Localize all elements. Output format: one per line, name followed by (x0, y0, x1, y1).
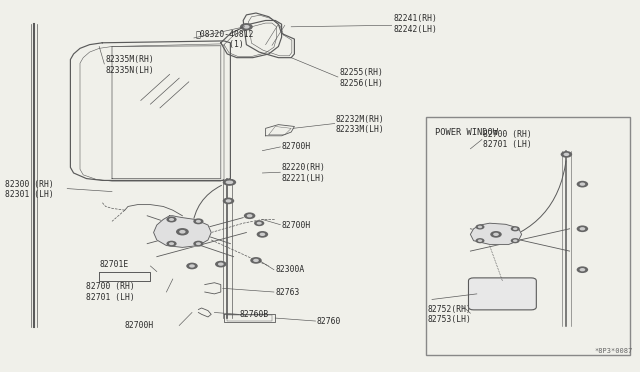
Circle shape (226, 181, 232, 184)
Text: 82700H: 82700H (125, 321, 154, 330)
Circle shape (257, 231, 268, 238)
Text: 82241(RH)
82242(LH): 82241(RH) 82242(LH) (394, 15, 438, 34)
Circle shape (223, 198, 234, 204)
Circle shape (477, 225, 483, 228)
Circle shape (169, 242, 174, 245)
Circle shape (166, 217, 177, 222)
Circle shape (169, 218, 174, 221)
Text: 82220(RH)
82221(LH): 82220(RH) 82221(LH) (282, 163, 326, 183)
Circle shape (513, 240, 518, 242)
Text: 82700H: 82700H (282, 221, 311, 230)
Circle shape (215, 261, 227, 267)
Circle shape (250, 257, 262, 264)
Text: 82760B: 82760B (240, 310, 269, 319)
Bar (426, 117, 630, 355)
Text: 82701E: 82701E (99, 260, 129, 269)
Circle shape (493, 233, 499, 236)
Circle shape (580, 227, 585, 231)
Text: 82700H: 82700H (282, 142, 311, 151)
Circle shape (580, 268, 585, 272)
Circle shape (257, 222, 262, 225)
Text: 82335M(RH)
82335N(LH): 82335M(RH) 82335N(LH) (106, 55, 154, 75)
Circle shape (476, 224, 484, 230)
Circle shape (577, 266, 588, 273)
Circle shape (577, 225, 588, 232)
Text: 82300A: 82300A (275, 265, 305, 274)
Text: 82700 (RH)
82701 (LH): 82700 (RH) 82701 (LH) (483, 130, 532, 149)
Circle shape (564, 153, 570, 156)
Circle shape (580, 182, 585, 186)
Circle shape (193, 218, 204, 224)
Text: 82700 (RH)
82701 (LH): 82700 (RH) 82701 (LH) (86, 282, 135, 302)
Circle shape (561, 151, 572, 158)
Circle shape (244, 212, 255, 219)
Text: Ⓢ08320-40812
       (1): Ⓢ08320-40812 (1) (195, 29, 253, 49)
Circle shape (176, 228, 189, 235)
Circle shape (240, 23, 253, 31)
Text: 82760: 82760 (317, 317, 341, 326)
Circle shape (247, 214, 253, 217)
Polygon shape (470, 223, 522, 244)
Circle shape (186, 263, 198, 269)
Circle shape (577, 181, 588, 187)
Circle shape (490, 231, 502, 238)
Circle shape (196, 220, 201, 223)
FancyBboxPatch shape (468, 278, 536, 310)
Circle shape (193, 241, 204, 247)
Circle shape (226, 199, 232, 202)
Circle shape (189, 264, 195, 268)
Text: 82763: 82763 (275, 288, 300, 296)
Text: *8P3*0087: *8P3*0087 (594, 348, 632, 354)
Circle shape (476, 238, 484, 243)
Circle shape (218, 263, 224, 266)
Text: 82255(RH)
82256(LH): 82255(RH) 82256(LH) (339, 68, 383, 88)
Circle shape (260, 233, 265, 236)
Circle shape (179, 230, 186, 234)
Polygon shape (154, 216, 211, 247)
Circle shape (225, 179, 236, 186)
Circle shape (254, 220, 264, 226)
Circle shape (228, 181, 233, 184)
Text: 82300 (RH)
82301 (LH): 82300 (RH) 82301 (LH) (5, 180, 54, 199)
Text: 82752(RH)
82753(LH): 82752(RH) 82753(LH) (428, 305, 472, 324)
Circle shape (253, 259, 259, 262)
Circle shape (243, 25, 250, 29)
Circle shape (166, 241, 177, 247)
Circle shape (511, 238, 520, 243)
Circle shape (513, 228, 518, 230)
Text: POWER WINDOW: POWER WINDOW (435, 128, 498, 137)
Circle shape (511, 226, 520, 231)
Circle shape (223, 179, 234, 186)
Circle shape (477, 240, 483, 242)
Circle shape (196, 242, 201, 245)
Text: 82232M(RH)
82233M(LH): 82232M(RH) 82233M(LH) (336, 115, 385, 134)
